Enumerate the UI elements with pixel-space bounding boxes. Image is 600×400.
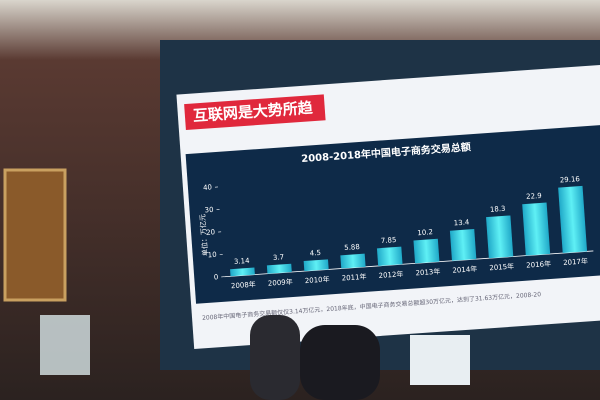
y-tick-label: 40 [203, 183, 212, 192]
audience [250, 315, 300, 400]
bar [303, 259, 329, 272]
data-label: 7.85 [381, 236, 397, 245]
x-tick-label: 2017年 [563, 256, 588, 267]
y-axis-label: 单位：万亿元 [198, 214, 210, 257]
bar [376, 246, 403, 266]
painting [3, 168, 67, 302]
x-tick-label: 2016年 [526, 259, 551, 270]
x-tick-label: 2013年 [415, 267, 440, 278]
x-tick-label: 2015年 [489, 261, 514, 272]
header-box [184, 94, 326, 131]
data-label: 5.88 [344, 243, 360, 252]
bar [558, 185, 588, 254]
bar [449, 229, 477, 261]
data-label: 18.3 [490, 205, 506, 214]
x-tick-label: 2012年 [378, 269, 403, 280]
y-tick-label: 30 [204, 206, 213, 215]
y-tick-label: 20 [206, 228, 215, 237]
slide: 互联网是大势所趋 2008-2018年中国电子商务交易总额 单位：万亿元 200… [176, 64, 600, 349]
chart-panel [185, 124, 600, 304]
data-label: 10.2 [417, 228, 433, 237]
data-label: 4.5 [309, 249, 321, 258]
data-label: 13.4 [454, 218, 471, 227]
bar [340, 253, 366, 269]
bucket [410, 335, 470, 385]
x-tick-label: 2014年 [452, 264, 477, 275]
x-tick-label: 2011年 [341, 272, 366, 283]
data-label: 3.14 [234, 257, 251, 266]
data-label: 29.16 [560, 175, 581, 184]
x-tick-label: 2010年 [304, 274, 329, 285]
bar [230, 267, 255, 277]
audience [300, 325, 380, 400]
y-tick-label: 10 [208, 251, 217, 260]
bar [486, 215, 514, 259]
x-tick-label: 2009年 [268, 277, 293, 288]
data-label: 3.7 [273, 253, 285, 262]
bar [413, 238, 440, 264]
bottles [40, 315, 90, 375]
y-tick-label: 0 [214, 273, 219, 281]
data-label: 22.9 [526, 192, 542, 201]
bar [266, 263, 292, 274]
x-tick-label: 2008年 [231, 280, 256, 291]
bar [522, 202, 551, 256]
